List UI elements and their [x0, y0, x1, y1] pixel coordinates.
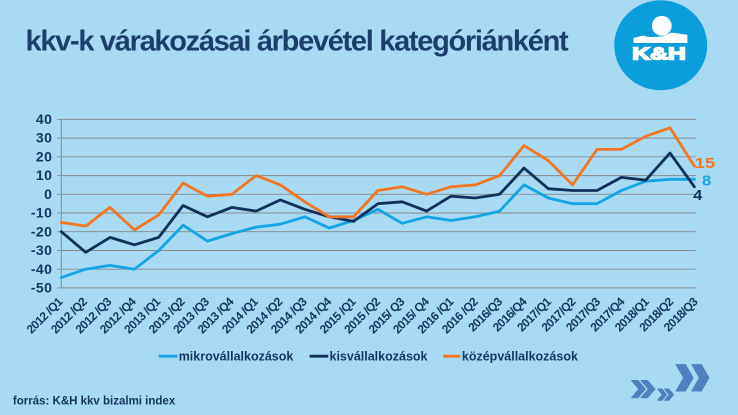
svg-text:K&H: K&H [632, 44, 686, 64]
svg-text:30: 30 [36, 130, 52, 146]
svg-text:15: 15 [695, 155, 715, 172]
svg-text:10: 10 [36, 167, 52, 183]
svg-text:mikrovállalkozások: mikrovállalkozások [179, 350, 294, 364]
svg-text:kisvállalkozások: kisvállalkozások [330, 350, 428, 364]
svg-text:8: 8 [702, 172, 711, 189]
svg-text:4: 4 [693, 187, 703, 204]
svg-text:-50: -50 [31, 280, 52, 296]
svg-text:forrás: K&H kkv bizalmi index: forrás: K&H kkv bizalmi index [13, 396, 176, 408]
svg-text:kkv-k várakozásai árbevétel ka: kkv-k várakozásai árbevétel kategóriánké… [26, 26, 569, 58]
svg-text:-40: -40 [31, 261, 52, 277]
svg-text:20: 20 [36, 148, 52, 164]
svg-text:középvállalkozások: középvállalkozások [462, 350, 578, 364]
svg-text:-30: -30 [31, 242, 52, 258]
svg-text:40: 40 [36, 111, 52, 127]
svg-text:-10: -10 [31, 205, 52, 221]
svg-text:0: 0 [44, 186, 52, 202]
svg-text:-20: -20 [31, 223, 52, 239]
